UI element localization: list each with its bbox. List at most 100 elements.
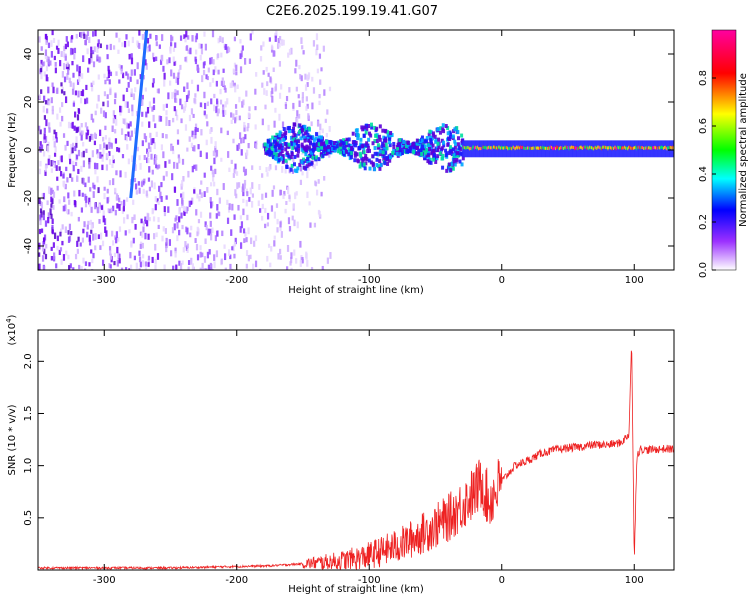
spectrogram-cell — [90, 113, 93, 121]
spectrogram-cell — [185, 46, 188, 51]
spectrogram-cell — [38, 198, 41, 205]
spectrogram-cell — [199, 102, 202, 108]
spectrogram-cell — [222, 68, 225, 73]
spectrogram-cell — [180, 183, 183, 190]
spectrogram-x-label: Height of straight line (km) — [288, 285, 424, 296]
spectrogram-cell — [238, 132, 242, 140]
spectrogram-cell — [296, 153, 300, 158]
spectrogram-cell — [209, 228, 212, 236]
spectrogram-cell — [284, 147, 288, 152]
spectrogram-cell — [212, 172, 215, 178]
spectrogram-cell — [114, 209, 117, 216]
spectrogram-cell — [223, 244, 226, 249]
spectrogram-cell — [323, 89, 326, 96]
spectrogram-cell — [104, 125, 107, 131]
spectrogram-cell — [123, 40, 127, 48]
spectrogram-cell — [297, 146, 301, 151]
spectrogram-cell — [344, 149, 348, 154]
spectrogram-cell — [301, 45, 304, 50]
spectrogram-cell — [86, 231, 89, 238]
spectrogram-cell — [117, 147, 121, 153]
spectrogram-cell — [78, 71, 81, 78]
spectrogram-cell — [227, 47, 231, 53]
spectrogram-cell — [342, 138, 346, 143]
spectrogram-cell — [83, 33, 86, 39]
spectrogram-cell — [434, 137, 438, 142]
y-tick-label: 40 — [23, 48, 34, 61]
spectrogram-cell — [92, 31, 95, 37]
spectrogram-cell — [176, 139, 180, 145]
spectrogram-cell — [199, 251, 202, 258]
spectrogram-cell — [209, 82, 212, 87]
spectrogram-cell — [234, 237, 237, 245]
spectrogram-cell — [446, 131, 450, 136]
spectrogram-cell — [434, 139, 438, 144]
spectrogram-cell — [431, 149, 435, 154]
spectrogram-cell — [389, 155, 393, 160]
spectrogram-cell — [98, 219, 101, 224]
spectrogram-cell — [449, 168, 453, 173]
spectrogram-cell — [61, 224, 64, 230]
spectrogram-cell — [274, 152, 278, 157]
spectrogram-cell — [214, 168, 217, 175]
spectrogram-cell — [144, 267, 148, 270]
spectrogram-cell — [165, 134, 168, 139]
spectrogram-cell — [457, 145, 461, 150]
spectrogram-cell — [90, 224, 93, 230]
spectrogram-cell — [268, 152, 272, 157]
spectrogram-cell — [329, 141, 333, 146]
spectrogram-cell — [266, 81, 269, 87]
spectrogram-cell — [106, 94, 109, 99]
spectrogram-cell — [38, 228, 42, 235]
spectrogram-cell — [230, 159, 233, 165]
spectrogram-cell — [101, 154, 104, 159]
spectrogram-cell — [182, 191, 185, 199]
spectrogram-cell — [123, 199, 126, 206]
spectrogram-cell — [388, 136, 392, 141]
spectrogram-cell — [459, 147, 463, 152]
spectrogram-cell — [179, 263, 183, 270]
y-tick-label: -20 — [23, 190, 34, 206]
spectrogram-cell — [378, 137, 382, 142]
spectrogram-cell — [173, 61, 176, 66]
spectrogram-cell — [97, 94, 100, 102]
spectrogram-cell — [214, 141, 217, 149]
spectrogram-cell — [431, 133, 435, 138]
spectrogram-cell — [244, 168, 248, 176]
spectrogram-cell — [78, 76, 81, 82]
spectrogram-cell — [278, 248, 282, 255]
spectrogram-cell — [417, 148, 421, 153]
spectrogram-cell — [280, 149, 284, 154]
spectrogram-cell — [300, 147, 304, 152]
spectrogram-cell — [252, 263, 255, 270]
spectrogram-cell — [279, 151, 283, 156]
spectrogram-cell — [310, 121, 313, 127]
spectrogram-cell — [138, 268, 141, 270]
spectrogram-cell — [407, 148, 411, 153]
spectrogram-cell — [154, 204, 157, 211]
spectrogram-cell — [211, 77, 215, 83]
spectrogram-cell — [124, 171, 127, 178]
spectrogram-cell — [152, 105, 156, 111]
spectrogram-cell — [204, 43, 207, 51]
spectrogram-cell — [152, 114, 155, 122]
spectrogram-cell — [138, 43, 141, 49]
spectrogram-cell — [127, 108, 131, 113]
spectrogram-cell — [371, 141, 375, 146]
spectrogram-cell — [142, 254, 145, 259]
spectrogram-cell — [307, 138, 311, 143]
spectrogram-cell — [82, 177, 85, 185]
spectrogram-cell — [181, 158, 185, 165]
spectrogram-cell — [154, 243, 157, 251]
spectrogram-cell — [439, 126, 443, 131]
spectrogram-cell — [158, 164, 161, 169]
spectrogram-cell — [115, 196, 118, 201]
spectrogram-cell — [80, 152, 84, 158]
spectrogram-cell — [267, 243, 271, 248]
spectrogram-cell — [108, 79, 111, 85]
spectrogram-cell — [88, 234, 91, 242]
spectrogram-cell — [64, 204, 67, 212]
spectrogram-cell — [138, 30, 141, 36]
spectrogram-cell — [155, 163, 158, 169]
